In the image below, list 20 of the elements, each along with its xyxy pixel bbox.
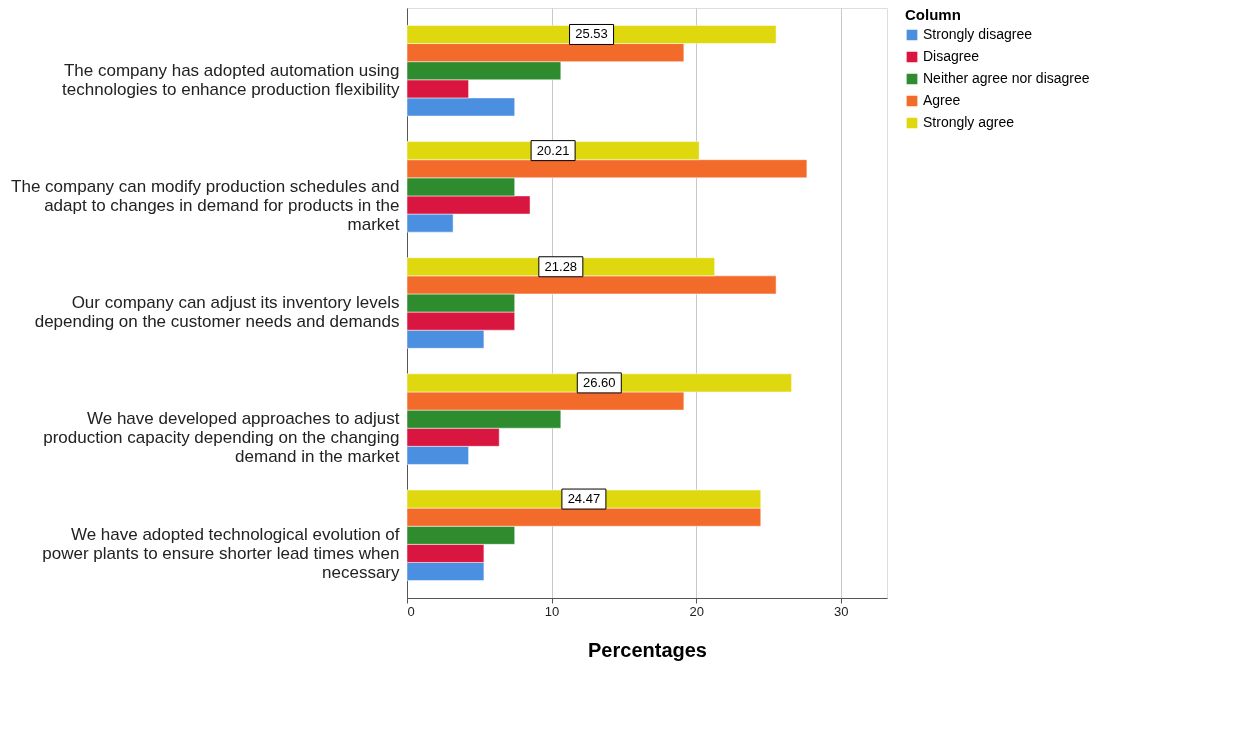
x-tick-label: 10 xyxy=(544,603,560,619)
legend-label: Neither agree nor disagree xyxy=(923,70,1090,86)
x-tick-label: 30 xyxy=(834,603,849,619)
legend-title: Column xyxy=(905,6,961,23)
y-tick-label: The company has adopted automation using technologies to enhance production flexibility xyxy=(62,60,400,99)
data-label: 21.28 xyxy=(544,258,578,274)
legend-label: Strongly disagree xyxy=(923,26,1033,42)
y-tick-label: We have adopted technological evolution of power plants to ensure shorter lead times when necessary xyxy=(42,525,400,583)
y-tick-label: The company can modify production schedules and adapt to changes in demand for products in the market xyxy=(11,176,400,234)
legend-label: Disagree xyxy=(923,48,980,64)
legend-label: Strongly agree xyxy=(923,114,1015,130)
data-label: 20.21 xyxy=(536,142,570,158)
y-tick-label: We have developed approaches to adjust production capacity depending on the changing demand in the market xyxy=(43,409,400,467)
x-tick-label: 20 xyxy=(689,603,704,619)
y-tick-label: Our company can adjust its inventory levels depending on the customer needs and demands xyxy=(34,293,400,331)
x-axis-title: Percentages xyxy=(588,638,707,661)
data-label: 25.53 xyxy=(575,26,608,42)
legend-label: Agree xyxy=(923,92,961,108)
x-tick-label: 0 xyxy=(407,603,415,619)
data-label: 26.60 xyxy=(583,374,616,390)
